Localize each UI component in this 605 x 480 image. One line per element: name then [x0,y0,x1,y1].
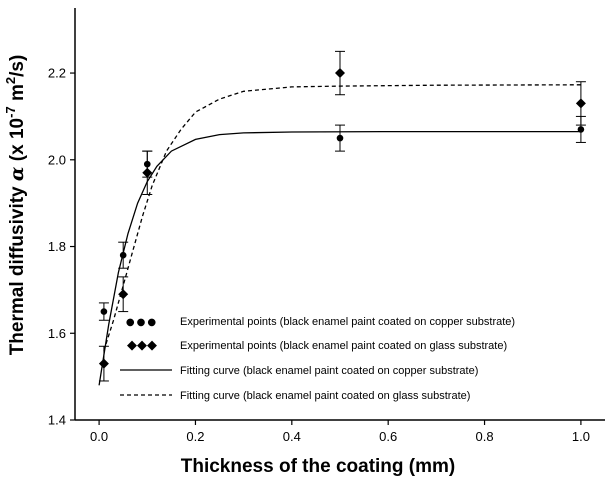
glass-data-point [98,358,109,369]
copper-data-point [143,160,151,168]
y-axis-title-exponent: -7 [3,106,18,118]
copper-fit-curve [98,130,581,386]
x-tick-label: 0.6 [379,429,397,444]
x-tick-label: 0.0 [90,429,108,444]
legend: ●●● Experimental points (black enamel pai… [120,316,515,402]
y-axis-title-unit-open: (x 10 [7,118,28,167]
legend-label: Experimental points (black enamel paint … [180,340,507,352]
data-markers [98,68,586,369]
glass-data-point [118,289,129,300]
copper-data-point [336,134,344,142]
y-axis-title-unit-mid: m [7,84,28,106]
copper-data-point [119,251,127,259]
copper-data-point [100,308,108,315]
legend-label: Fitting curve (black enamel paint coated… [180,365,478,377]
y-axis-title-symbol: α [6,166,28,181]
error-bars [98,50,586,382]
legend-diamond-markers: ◆◆◆ [127,338,157,353]
y-axis-title-unit-close: /s) [7,55,28,77]
x-tick-label: 0.4 [283,429,301,444]
y-tick-label: 2.2 [48,66,66,81]
x-tick-label: 0.2 [186,429,204,444]
y-axis-title: Thermal diffusivity α (x 10-7 m2/s) [3,55,28,356]
fitting-curves [98,84,581,386]
legend-label: Fitting curve (black enamel paint coated… [180,390,470,402]
legend-label: Experimental points (black enamel paint … [180,316,515,328]
x-tick-label: 0.8 [476,429,494,444]
glass-fit-curve [103,84,581,351]
y-axis-title-prefix: Thermal diffusivity [7,181,28,355]
y-axis-title-unit-exp: 2 [3,77,18,84]
y-tick-label: 2.0 [48,152,66,167]
legend-circle-markers: ●●● [126,317,158,328]
y-tick-label: 1.6 [48,326,66,341]
glass-data-point [142,167,153,178]
x-tick-label: 1.0 [572,429,590,444]
y-tick-label: 1.8 [48,239,66,254]
axis-ticks: 0.0 0.2 0.4 0.6 0.8 1.0 1.4 1.6 1.8 2.0 2.2 [48,66,590,444]
x-axis-title: Thickness of the coating (mm) [181,456,455,477]
y-tick-label: 1.4 [48,413,66,428]
copper-data-point [577,126,585,133]
plot-frame [74,8,605,421]
glass-data-point [335,68,345,79]
glass-data-point [575,98,586,109]
